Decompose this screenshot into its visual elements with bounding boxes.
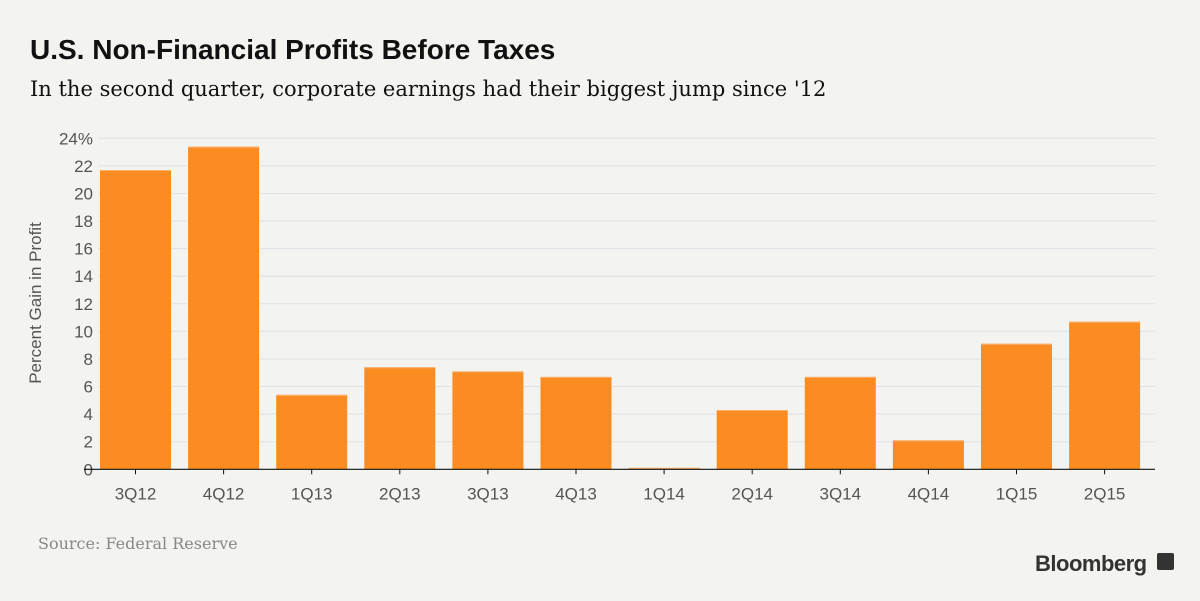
x-tick-label: 2Q13 bbox=[379, 484, 421, 503]
y-tick-label: 16 bbox=[74, 240, 93, 259]
source-note: Source: Federal Reserve bbox=[38, 534, 238, 553]
y-tick-label: 14 bbox=[74, 267, 93, 286]
x-tick-label: 4Q12 bbox=[203, 484, 245, 503]
x-tick-label: 2Q15 bbox=[1084, 484, 1126, 503]
x-tick-label: 2Q14 bbox=[731, 484, 773, 503]
y-tick-label: 2 bbox=[84, 433, 93, 452]
bar-2Q15 bbox=[1069, 321, 1141, 470]
y-tick-label: 8 bbox=[84, 350, 93, 369]
bar-2Q13 bbox=[364, 367, 436, 470]
bloomberg-chart-icon bbox=[1157, 553, 1174, 570]
x-tick-label: 1Q13 bbox=[291, 484, 333, 503]
bar-4Q14 bbox=[892, 440, 964, 470]
bar-3Q14 bbox=[804, 376, 876, 470]
y-tick-label: 4 bbox=[84, 405, 93, 424]
x-tick-label: 4Q13 bbox=[555, 484, 597, 503]
y-axis-label: Percent Gain in Profit bbox=[26, 222, 45, 384]
y-tick-label: 20 bbox=[74, 184, 93, 203]
bar-1Q15 bbox=[981, 343, 1052, 470]
bar-2Q14 bbox=[716, 409, 788, 470]
y-tick-label: 6 bbox=[84, 378, 93, 397]
y-tick-label: 12 bbox=[74, 295, 93, 314]
chart-title: U.S. Non-Financial Profits Before Taxes bbox=[30, 34, 556, 65]
x-tick-label: 3Q13 bbox=[467, 484, 509, 503]
x-tick-label: 1Q14 bbox=[643, 484, 685, 503]
chart-subtitle: In the second quarter, corporate earning… bbox=[30, 77, 827, 101]
bar-4Q12 bbox=[188, 146, 260, 470]
bar-3Q12 bbox=[100, 170, 171, 470]
x-tick-label: 3Q12 bbox=[115, 484, 157, 503]
bar-1Q13 bbox=[276, 394, 348, 470]
y-tick-label: 24% bbox=[59, 129, 93, 148]
bar-4Q13 bbox=[540, 376, 612, 470]
y-tick-label: 18 bbox=[74, 212, 93, 231]
x-tick-label: 3Q14 bbox=[820, 484, 862, 503]
y-tick-label: 22 bbox=[74, 157, 93, 176]
y-tick-label: 10 bbox=[74, 322, 93, 341]
x-tick-label: 1Q15 bbox=[996, 484, 1038, 503]
x-tick-label: 4Q14 bbox=[908, 484, 950, 503]
bloomberg-logo: Bloomberg bbox=[1035, 551, 1147, 576]
bar-3Q13 bbox=[452, 371, 524, 470]
